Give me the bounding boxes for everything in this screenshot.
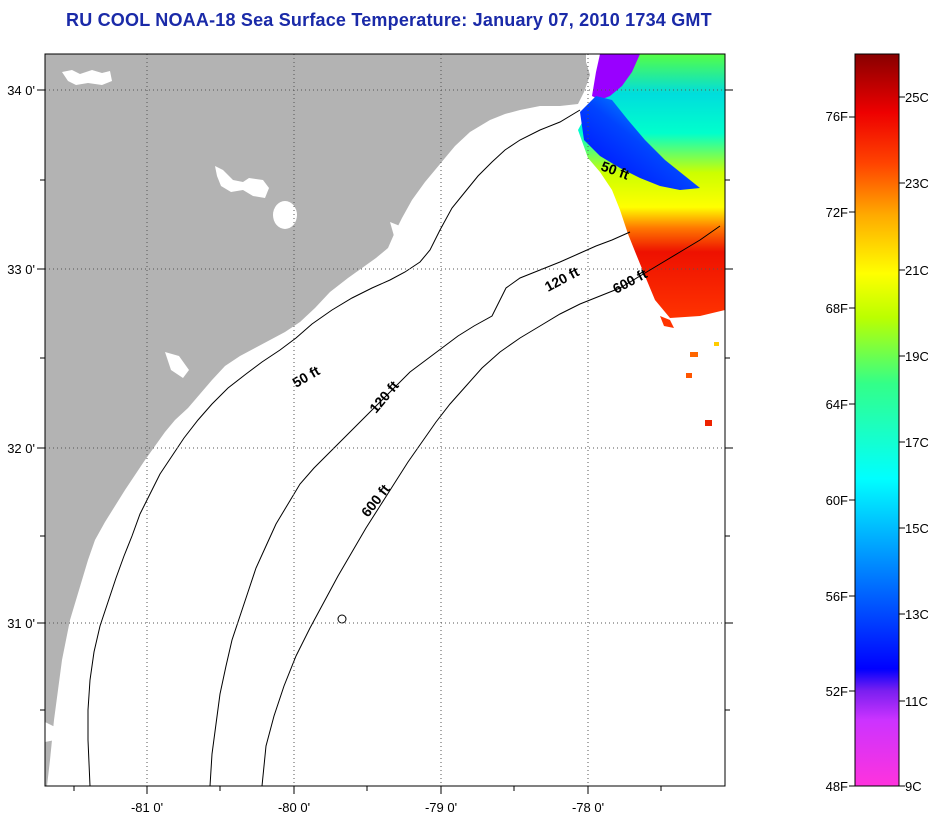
colorbar-c-label: 13C [905, 607, 928, 622]
lake-shape [165, 352, 189, 378]
colorbar-c-label: 19C [905, 349, 928, 364]
colorbar-c-label: 9C [905, 779, 922, 794]
lon-label: -79 0' [425, 800, 457, 815]
land-area [45, 54, 590, 786]
lake-shape [62, 70, 112, 85]
warm-speck [686, 373, 692, 378]
colorbar-c-label: 25C [905, 90, 928, 105]
lake-shape [215, 166, 269, 198]
lat-label: 33 0' [7, 262, 35, 277]
warm-speck [690, 352, 698, 357]
lon-label: -80 0' [278, 800, 310, 815]
contour-600ft [261, 225, 721, 786]
lon-label: -78 0' [572, 800, 604, 815]
colorbar-f-label: 72F [826, 205, 848, 220]
warm-speck [705, 420, 712, 426]
colorbar-f-label: 64F [826, 397, 848, 412]
lat-label: 31 0' [7, 616, 35, 631]
colorbar-f-label: 56F [826, 589, 848, 604]
contour-120ft [209, 231, 631, 786]
colorbar-f-label: 52F [826, 684, 848, 699]
colorbar-c-label: 11C [905, 694, 928, 709]
warm-speck [660, 316, 674, 328]
lake-shape [273, 201, 297, 229]
colorbar-c-label: 15C [905, 521, 928, 536]
colorbar-c-label: 21C [905, 263, 928, 278]
axis-ticks [37, 89, 733, 794]
cold-patch-blue [580, 96, 700, 190]
colorbar-f-label: 60F [826, 493, 848, 508]
lat-label: 32 0' [7, 441, 35, 456]
map-title: RU COOL NOAA-18 Sea Surface Temperature:… [66, 10, 712, 30]
colorbar-ticks [849, 96, 905, 787]
plot-frame [44, 53, 726, 787]
cold-patch-purple [592, 54, 640, 100]
warm-speck [714, 342, 719, 346]
colorbar-c-label: 23C [905, 176, 928, 191]
lake-shape [390, 222, 408, 242]
contour-50ft [87, 109, 581, 786]
lat-label: 34 0' [7, 83, 35, 98]
temperature-colorbar [854, 53, 900, 787]
lon-label: -81 0' [131, 800, 163, 815]
colorbar-c-label: 17C [905, 435, 928, 450]
colorbar-f-label: 76F [826, 109, 848, 124]
graticule [45, 54, 725, 786]
colorbar-f-label: 68F [826, 301, 848, 316]
lake-shape [45, 722, 57, 742]
colorbar-f-label: 48F [826, 779, 848, 794]
